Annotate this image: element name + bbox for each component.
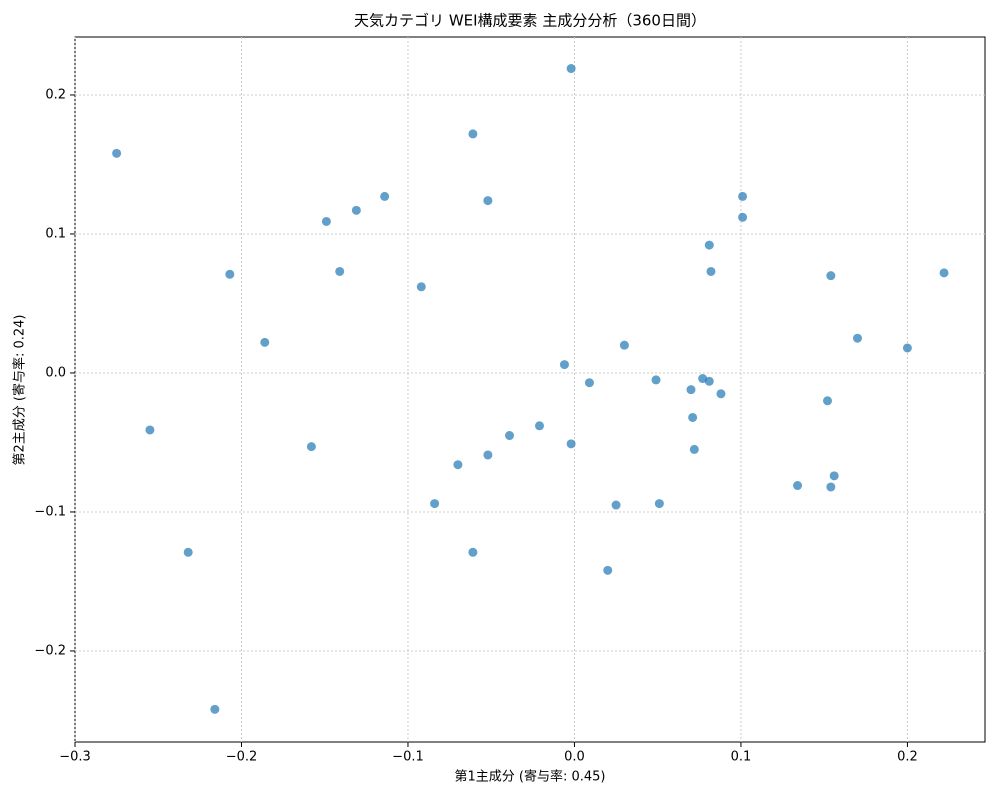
point: [823, 396, 833, 406]
point: [826, 482, 836, 492]
point: [852, 333, 862, 343]
x-tick-label: 0.0: [564, 750, 585, 765]
point: [483, 450, 493, 460]
point: [210, 704, 220, 714]
point: [380, 191, 390, 201]
point: [704, 240, 714, 250]
point: [902, 343, 912, 353]
point: [321, 216, 331, 226]
point: [416, 282, 426, 292]
point: [689, 444, 699, 454]
point: [826, 271, 836, 281]
point: [829, 471, 839, 481]
point: [738, 212, 748, 222]
x-axis-label: 第1主成分 (寄与率: 0.45): [454, 769, 605, 785]
point: [566, 64, 576, 74]
x-tick-label: −0.1: [392, 750, 424, 765]
point: [611, 500, 621, 510]
point: [603, 565, 613, 575]
point: [559, 360, 569, 370]
point: [939, 268, 949, 278]
point: [453, 460, 463, 470]
point: [351, 205, 361, 215]
plot-frame: [74, 36, 986, 743]
y-tick-label: 0.2: [45, 87, 66, 102]
point: [716, 389, 726, 399]
chart-title: 天気カテゴリ WEI構成要素 主成分分析（360日間）: [354, 12, 706, 30]
point: [225, 269, 235, 279]
point: [183, 547, 193, 557]
point: [468, 129, 478, 139]
x-tick-label: 0.2: [897, 750, 918, 765]
point: [306, 442, 316, 452]
point: [686, 385, 696, 395]
y-tick-label: −0.2: [34, 643, 66, 658]
point: [534, 421, 544, 431]
point: [483, 196, 493, 206]
point: [793, 481, 803, 491]
point: [651, 375, 661, 385]
x-tick-label: −0.2: [226, 750, 258, 765]
point: [505, 431, 515, 441]
point: [688, 412, 698, 422]
point: [619, 340, 629, 350]
x-tick-label: 0.1: [731, 750, 752, 765]
y-axis-label: 第2主成分 (寄与率: 0.24): [12, 314, 28, 465]
point: [335, 266, 345, 276]
y-tick-label: −0.1: [34, 504, 66, 519]
point: [704, 376, 714, 386]
point: [112, 148, 122, 158]
point: [738, 191, 748, 201]
point: [260, 337, 270, 347]
point: [584, 378, 594, 388]
point: [654, 499, 664, 509]
x-tick-label: −0.3: [59, 750, 91, 765]
point: [706, 266, 716, 276]
point: [430, 499, 440, 509]
y-tick-label: 0.0: [45, 365, 66, 380]
point: [468, 547, 478, 557]
y-tick-label: 0.1: [45, 226, 66, 241]
point: [566, 439, 576, 449]
point: [145, 425, 155, 435]
